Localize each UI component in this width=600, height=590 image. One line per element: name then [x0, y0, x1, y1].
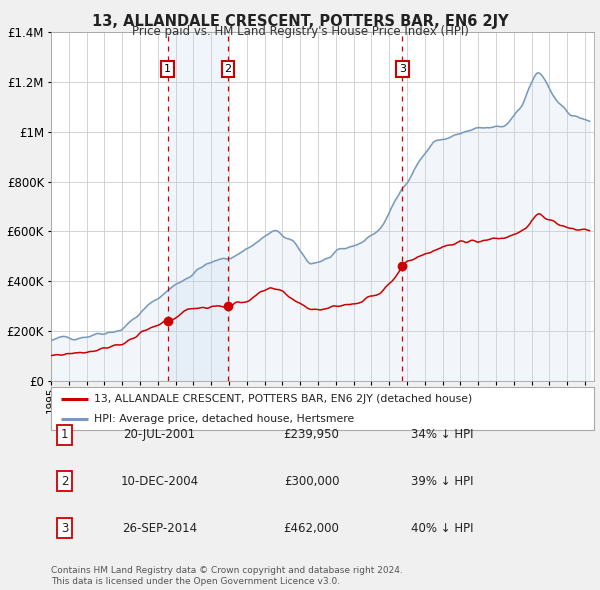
Text: 2: 2 — [61, 475, 68, 488]
Text: 3: 3 — [399, 64, 406, 74]
Text: 20-JUL-2001: 20-JUL-2001 — [124, 428, 196, 441]
Text: Price paid vs. HM Land Registry's House Price Index (HPI): Price paid vs. HM Land Registry's House … — [131, 25, 469, 38]
Text: 1: 1 — [61, 428, 68, 441]
Text: 34% ↓ HPI: 34% ↓ HPI — [411, 428, 473, 441]
Text: 13, ALLANDALE CRESCENT, POTTERS BAR, EN6 2JY: 13, ALLANDALE CRESCENT, POTTERS BAR, EN6… — [92, 14, 508, 28]
Text: This data is licensed under the Open Government Licence v3.0.: This data is licensed under the Open Gov… — [51, 577, 340, 586]
Text: 13, ALLANDALE CRESCENT, POTTERS BAR, EN6 2JY (detached house): 13, ALLANDALE CRESCENT, POTTERS BAR, EN6… — [94, 394, 473, 404]
Text: £239,950: £239,950 — [284, 428, 340, 441]
Text: 1: 1 — [164, 64, 171, 74]
Text: 40% ↓ HPI: 40% ↓ HPI — [411, 522, 473, 535]
Text: HPI: Average price, detached house, Hertsmere: HPI: Average price, detached house, Hert… — [94, 414, 355, 424]
Bar — [167, 32, 228, 381]
Text: £462,000: £462,000 — [284, 522, 340, 535]
Text: 10-DEC-2004: 10-DEC-2004 — [121, 475, 199, 488]
Text: 3: 3 — [61, 522, 68, 535]
Text: Contains HM Land Registry data © Crown copyright and database right 2024.: Contains HM Land Registry data © Crown c… — [51, 566, 403, 575]
Text: 26-SEP-2014: 26-SEP-2014 — [122, 522, 197, 535]
Text: £300,000: £300,000 — [284, 475, 340, 488]
Text: 2: 2 — [224, 64, 232, 74]
Text: 39% ↓ HPI: 39% ↓ HPI — [411, 475, 473, 488]
